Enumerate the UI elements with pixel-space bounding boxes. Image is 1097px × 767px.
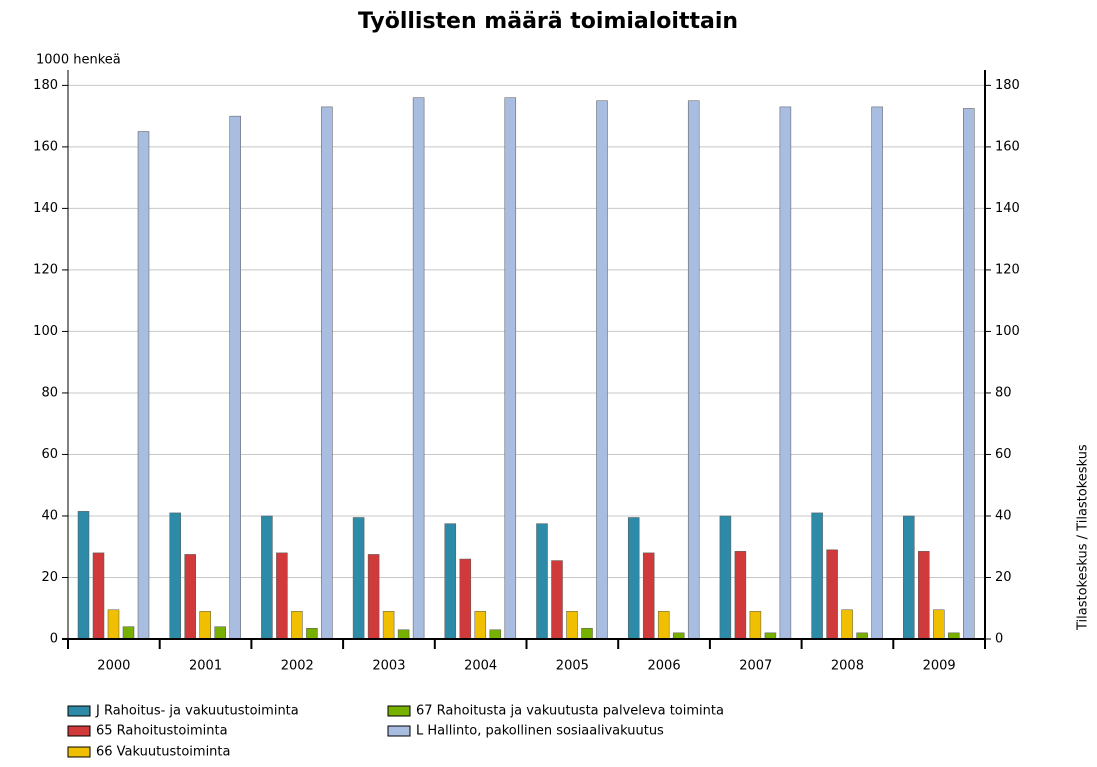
bar (321, 106, 333, 640)
legend-label: 67 Rahoitusta ja vakuutusta palveleva to… (416, 704, 724, 719)
bar (627, 517, 640, 640)
bar (291, 611, 303, 640)
bar (566, 611, 578, 640)
bar (871, 106, 883, 640)
x-tick-label: 2003 (372, 659, 405, 674)
y2-tick-label: 160 (995, 139, 1020, 154)
y2-tick-label: 120 (995, 262, 1020, 277)
bar (77, 511, 90, 640)
y2-tick-label: 40 (995, 508, 1012, 523)
bar (596, 100, 608, 640)
bar (276, 552, 288, 640)
y2-tick-label: 80 (995, 385, 1012, 400)
y2-tick-label: 100 (995, 324, 1020, 339)
bar (122, 626, 135, 640)
bar (933, 609, 945, 640)
y-tick-label: 0 (50, 632, 58, 647)
x-tick-label: 2000 (97, 659, 130, 674)
bar (169, 512, 181, 640)
bar (841, 609, 853, 640)
legend-swatch (67, 725, 91, 737)
legend-label: 66 Vakuutustoiminta (96, 745, 230, 760)
y2-tick-label: 60 (995, 447, 1012, 462)
x-tick-label: 2009 (923, 659, 956, 674)
bar (137, 131, 150, 640)
bar (551, 560, 563, 640)
y2-tick-label: 180 (995, 78, 1020, 93)
y-tick-label: 20 (41, 570, 58, 585)
y-tick-label: 60 (41, 447, 58, 462)
bar (199, 611, 211, 640)
bar (903, 515, 915, 640)
bar (261, 515, 273, 640)
y-tick-label: 80 (41, 385, 58, 400)
x-tick-label: 2004 (464, 659, 497, 674)
bar (92, 552, 105, 640)
x-tick-label: 2006 (648, 659, 681, 674)
bar (734, 551, 747, 640)
legend-swatch (387, 725, 411, 737)
x-tick-label: 2001 (189, 659, 222, 674)
y-tick-label: 180 (33, 78, 58, 93)
bar (382, 611, 395, 640)
bar (107, 609, 120, 640)
bar (214, 626, 226, 640)
legend-swatch (67, 746, 91, 758)
bar (536, 523, 548, 640)
bar (184, 554, 196, 640)
x-tick-label: 2005 (556, 659, 589, 674)
source: Tilastokeskus / Tilastokeskus (1076, 444, 1091, 631)
bar (412, 97, 425, 640)
y2-tick-label: 140 (995, 201, 1020, 216)
bar (581, 627, 593, 640)
legend-swatch (67, 705, 91, 717)
legend-label: 65 Rahoitustoiminta (96, 724, 228, 739)
y-tick-label: 40 (41, 508, 58, 523)
bar (749, 611, 762, 640)
x-tick-label: 2002 (281, 659, 314, 674)
legend-label: J Rahoitus- ja vakuutustoiminta (95, 704, 299, 719)
bar (444, 523, 457, 640)
bar (306, 627, 318, 640)
bar (352, 517, 365, 640)
y-tick-label: 120 (33, 262, 58, 277)
y-tick-label: 160 (33, 139, 58, 154)
bar (918, 551, 930, 640)
x-tick-label: 2007 (739, 659, 772, 674)
x-tick-label: 2008 (831, 659, 864, 674)
y-axis-label: 1000 henkeä (36, 53, 121, 68)
bar (826, 549, 838, 640)
chart-title: Työllisten määrä toimialoittain (358, 9, 738, 34)
bar (642, 552, 655, 640)
legend-swatch (387, 705, 411, 717)
y-tick-label: 100 (33, 324, 58, 339)
bar (397, 629, 410, 640)
y2-tick-label: 20 (995, 570, 1012, 585)
bar (657, 611, 670, 640)
bar (811, 512, 823, 640)
bar (963, 108, 975, 640)
bar (229, 115, 241, 640)
bar (687, 100, 700, 640)
bar (504, 97, 517, 640)
y-tick-label: 140 (33, 201, 58, 216)
bar (489, 629, 502, 640)
bar (367, 554, 380, 640)
bar (474, 611, 487, 640)
y2-tick-label: 0 (995, 632, 1003, 647)
bar (719, 515, 732, 640)
legend-label: L Hallinto, pakollinen sosiaalivakuutus (416, 724, 664, 739)
bar (779, 106, 792, 640)
bar (459, 558, 472, 640)
